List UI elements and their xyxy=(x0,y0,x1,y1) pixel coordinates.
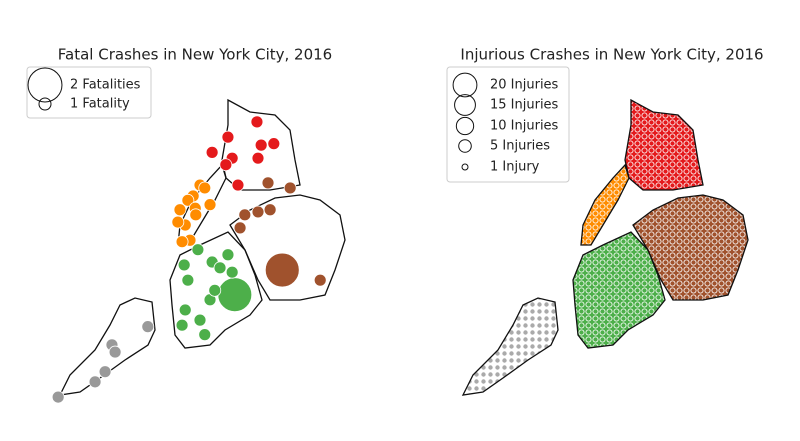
crash-point xyxy=(181,193,195,207)
legend-label: 15 Injuries xyxy=(490,98,559,113)
crash-point xyxy=(173,203,187,217)
crash-point xyxy=(250,115,264,129)
crash-point xyxy=(177,258,191,272)
crash-point xyxy=(251,151,265,165)
legend-label: 1 Fatality xyxy=(70,97,130,112)
crash-point xyxy=(171,215,185,229)
crash-point xyxy=(254,138,268,152)
legend-box xyxy=(446,66,570,183)
crash-point xyxy=(283,181,297,195)
legend-label: 20 Injuries xyxy=(490,78,559,93)
crash-point xyxy=(313,273,327,287)
crash-point xyxy=(98,365,112,379)
crash-point xyxy=(217,277,253,313)
crash-point xyxy=(108,345,122,359)
crash-point xyxy=(203,198,217,212)
crash-point xyxy=(231,178,245,192)
crash-point xyxy=(238,208,252,222)
legend-marker xyxy=(452,72,478,98)
legend-marker xyxy=(455,116,475,136)
crash-point xyxy=(51,390,65,404)
legend-label: 10 Injuries xyxy=(490,119,559,134)
crash-point xyxy=(205,145,219,159)
crash-point xyxy=(261,176,275,190)
map-title: Injurious Crashes in New York City, 2016 xyxy=(460,46,763,64)
crash-point xyxy=(221,248,235,262)
legend-marker xyxy=(27,67,63,103)
crash-point xyxy=(263,203,277,217)
crash-point xyxy=(233,221,247,235)
crash-point xyxy=(219,158,233,172)
crash-point xyxy=(141,320,155,334)
legend-label: 2 Fatalities xyxy=(70,78,141,93)
crash-point xyxy=(178,303,192,317)
crash-point xyxy=(208,283,222,297)
crash-point xyxy=(189,208,203,222)
legend-box xyxy=(26,66,152,119)
crash-point xyxy=(251,205,265,219)
crash-point xyxy=(181,273,195,287)
crash-point xyxy=(225,265,239,279)
crash-point xyxy=(191,243,205,257)
crash-point xyxy=(198,181,212,195)
legend-marker xyxy=(38,97,52,111)
crash-point xyxy=(264,252,300,288)
legend-label: 1 Injury xyxy=(490,160,540,175)
crash-point xyxy=(175,318,189,332)
legend-marker xyxy=(458,139,472,153)
crash-point xyxy=(198,328,212,342)
crash-point xyxy=(221,130,235,144)
legend-marker xyxy=(454,94,476,116)
crash-point xyxy=(267,137,281,151)
crash-point xyxy=(88,375,102,389)
map-title: Fatal Crashes in New York City, 2016 xyxy=(58,46,332,64)
legend-label: 5 Injuries xyxy=(490,139,550,154)
legend-marker xyxy=(461,163,469,171)
crash-point xyxy=(213,261,227,275)
crash-point xyxy=(175,235,189,249)
crash-point xyxy=(193,313,207,327)
borough-fills xyxy=(461,98,749,396)
